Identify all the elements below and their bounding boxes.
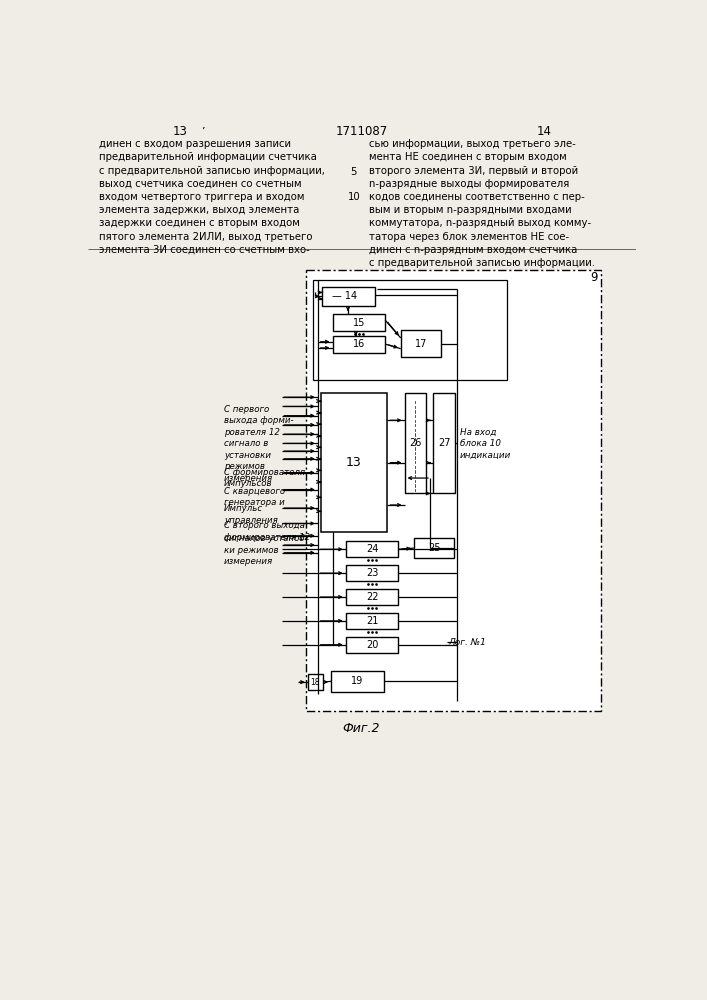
- Text: 10: 10: [348, 192, 361, 202]
- Text: 15: 15: [353, 318, 365, 328]
- Bar: [346, 637, 398, 653]
- Text: 23: 23: [366, 568, 378, 578]
- Bar: [321, 393, 387, 532]
- Bar: [331, 671, 384, 692]
- Bar: [404, 393, 426, 493]
- Text: 9: 9: [590, 271, 597, 284]
- Text: сью информации, выход третьего эле-
мента НЕ соединен с вторым входом
второго эл: сью информации, выход третьего эле- мент…: [369, 139, 595, 268]
- Text: С первого
выхода форми-
рователя 12
сигнало в
установки
режимов
измерения: С первого выхода форми- рователя 12 сигн…: [224, 405, 293, 483]
- Text: 19: 19: [351, 676, 363, 686]
- Text: 16: 16: [353, 339, 365, 349]
- Text: 25: 25: [428, 543, 440, 553]
- Bar: [332, 336, 385, 353]
- Text: 5: 5: [351, 167, 357, 177]
- Bar: [346, 565, 398, 581]
- Bar: [308, 674, 323, 690]
- Text: 1711087: 1711087: [336, 125, 388, 138]
- Text: 14: 14: [537, 125, 551, 138]
- Text: сигналов устаноб-
ки режимов
измерения: сигналов устаноб- ки режимов измерения: [224, 534, 308, 566]
- Bar: [346, 613, 398, 629]
- Text: — 14: — 14: [332, 291, 357, 301]
- Text: 18: 18: [310, 678, 320, 687]
- Text: 26: 26: [409, 438, 421, 448]
- Text: 21: 21: [366, 616, 378, 626]
- Text: 22: 22: [366, 592, 378, 602]
- Text: 27: 27: [438, 438, 450, 448]
- Bar: [306, 270, 601, 711]
- Bar: [313, 280, 507, 380]
- Bar: [322, 287, 375, 306]
- Text: 13: 13: [346, 456, 362, 469]
- Text: Фиг.2: Фиг.2: [342, 722, 380, 735]
- Text: ’: ’: [201, 127, 205, 137]
- Text: С формирователя
импульсов: С формирователя импульсов: [224, 468, 305, 488]
- Bar: [414, 538, 454, 558]
- Text: На вход
блока 10
индикации: На вход блока 10 индикации: [460, 428, 511, 460]
- Text: С кварцевого
генератора и: С кварцевого генератора и: [224, 487, 285, 507]
- Text: 17: 17: [415, 339, 427, 349]
- Bar: [401, 330, 441, 357]
- Bar: [346, 589, 398, 605]
- Bar: [332, 314, 385, 331]
- Bar: [433, 393, 455, 493]
- Text: 13: 13: [173, 125, 187, 138]
- Text: 24: 24: [366, 544, 378, 554]
- Text: Лог. №1: Лог. №1: [449, 638, 486, 647]
- Text: динен с входом разрешения записи
предварительной информации счетчика
с предварит: динен с входом разрешения записи предвар…: [99, 139, 325, 255]
- Bar: [346, 541, 398, 557]
- Text: Импульс
управления: Импульс управления: [224, 504, 278, 525]
- Text: С второго выхода
формирователя 12: С второго выхода формирователя 12: [224, 521, 310, 542]
- Text: 20: 20: [366, 640, 378, 650]
